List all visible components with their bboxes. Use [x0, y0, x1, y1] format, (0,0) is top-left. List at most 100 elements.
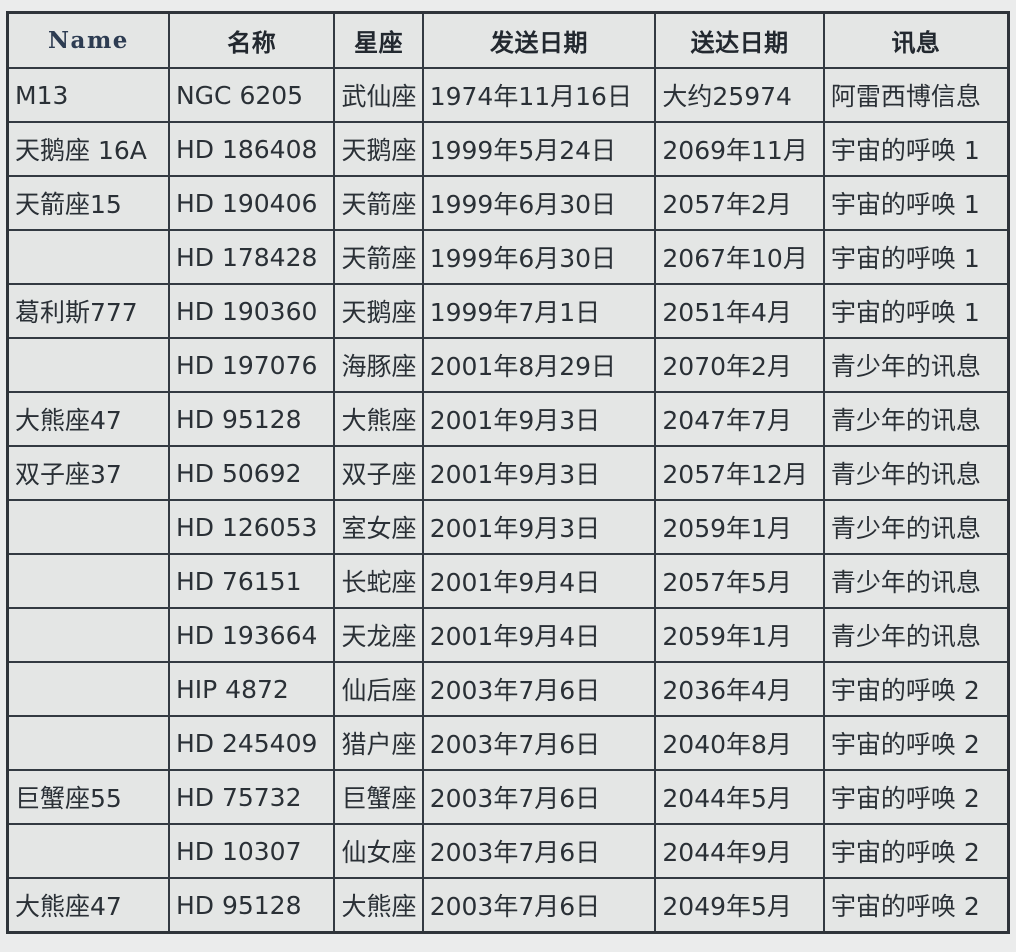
- cell-sent-date: 1999年6月30日: [421, 175, 657, 231]
- cell-designation: NGC 6205: [167, 67, 336, 123]
- cell-name: 天箭座15: [6, 175, 170, 231]
- cell-constellation: 海豚座: [333, 337, 424, 393]
- table-row: HD 76151 长蛇座 2001年9月4日 2057年5月 青少年的讯息: [6, 553, 1010, 609]
- cell-name: 葛利斯777: [6, 283, 170, 339]
- cell-constellation: 巨蟹座: [333, 769, 424, 825]
- cell-message: 宇宙的呼唤 2: [822, 769, 1010, 825]
- cell-arrival-date: 2067年10月: [654, 229, 825, 285]
- cell-name: [6, 661, 170, 717]
- cell-constellation: 仙女座: [333, 823, 424, 879]
- cell-constellation: 双子座: [333, 445, 424, 501]
- cell-name: 双子座37: [6, 445, 170, 501]
- cell-message: 青少年的讯息: [822, 445, 1010, 501]
- table-header: Name 名称 星座 发送日期 送达日期 讯息: [6, 11, 1010, 69]
- cell-sent-date: 2003年7月6日: [421, 661, 657, 717]
- cell-sent-date: 2003年7月6日: [421, 823, 657, 879]
- cell-sent-date: 2001年9月4日: [421, 553, 657, 609]
- cell-message: 青少年的讯息: [822, 607, 1010, 663]
- cell-constellation: 长蛇座: [333, 553, 424, 609]
- cell-designation: HD 50692: [167, 445, 336, 501]
- cell-sent-date: 1974年11月16日: [421, 67, 657, 123]
- cell-arrival-date: 大约25974: [654, 67, 825, 123]
- cell-arrival-date: 2059年1月: [654, 607, 825, 663]
- cell-message: 宇宙的呼唤 2: [822, 715, 1010, 771]
- cell-message: 青少年的讯息: [822, 553, 1010, 609]
- table-row: 大熊座47 HD 95128 大熊座 2003年7月6日 2049年5月 宇宙的…: [6, 877, 1010, 934]
- cell-designation: HD 197076: [167, 337, 336, 393]
- column-header-arrival-date: 送达日期: [654, 11, 825, 69]
- cell-message: 宇宙的呼唤 1: [822, 175, 1010, 231]
- table-header-row: Name 名称 星座 发送日期 送达日期 讯息: [6, 11, 1010, 69]
- cell-constellation: 大熊座: [333, 877, 424, 934]
- column-header-message: 讯息: [822, 11, 1010, 69]
- cell-arrival-date: 2044年5月: [654, 769, 825, 825]
- cell-name: [6, 607, 170, 663]
- cell-message: 青少年的讯息: [822, 337, 1010, 393]
- table-row: HD 197076 海豚座 2001年8月29日 2070年2月 青少年的讯息: [6, 337, 1010, 393]
- cell-designation: HIP 4872: [167, 661, 336, 717]
- cell-designation: HD 75732: [167, 769, 336, 825]
- cell-arrival-date: 2040年8月: [654, 715, 825, 771]
- table-row: 双子座37 HD 50692 双子座 2001年9月3日 2057年12月 青少…: [6, 445, 1010, 501]
- cell-designation: HD 186408: [167, 121, 336, 177]
- cell-arrival-date: 2057年2月: [654, 175, 825, 231]
- table-row: 天鹅座 16A HD 186408 天鹅座 1999年5月24日 2069年11…: [6, 121, 1010, 177]
- table-row: 巨蟹座55 HD 75732 巨蟹座 2003年7月6日 2044年5月 宇宙的…: [6, 769, 1010, 825]
- cell-designation: HD 10307: [167, 823, 336, 879]
- cell-designation: HD 190406: [167, 175, 336, 231]
- cell-designation: HD 126053: [167, 499, 336, 555]
- cell-sent-date: 1999年6月30日: [421, 229, 657, 285]
- interstellar-message-table-container: Name 名称 星座 发送日期 送达日期 讯息 M13 NGC 6205 武仙座…: [6, 11, 1010, 934]
- cell-sent-date: 1999年5月24日: [421, 121, 657, 177]
- cell-arrival-date: 2036年4月: [654, 661, 825, 717]
- cell-name: [6, 499, 170, 555]
- table-row: HIP 4872 仙后座 2003年7月6日 2036年4月 宇宙的呼唤 2: [6, 661, 1010, 717]
- cell-constellation: 天龙座: [333, 607, 424, 663]
- cell-arrival-date: 2057年5月: [654, 553, 825, 609]
- cell-arrival-date: 2044年9月: [654, 823, 825, 879]
- cell-sent-date: 2001年8月29日: [421, 337, 657, 393]
- cell-constellation: 大熊座: [333, 391, 424, 447]
- cell-name: M13: [6, 67, 170, 123]
- cell-sent-date: 2001年9月3日: [421, 391, 657, 447]
- cell-sent-date: 2003年7月6日: [421, 769, 657, 825]
- cell-designation: HD 193664: [167, 607, 336, 663]
- column-header-constellation: 星座: [333, 11, 424, 69]
- cell-constellation: 仙后座: [333, 661, 424, 717]
- cell-message: 青少年的讯息: [822, 499, 1010, 555]
- cell-message: 宇宙的呼唤 2: [822, 661, 1010, 717]
- cell-name: [6, 553, 170, 609]
- table-row: 天箭座15 HD 190406 天箭座 1999年6月30日 2057年2月 宇…: [6, 175, 1010, 231]
- cell-message: 宇宙的呼唤 1: [822, 229, 1010, 285]
- cell-arrival-date: 2051年4月: [654, 283, 825, 339]
- table-row: HD 10307 仙女座 2003年7月6日 2044年9月 宇宙的呼唤 2: [6, 823, 1010, 879]
- cell-arrival-date: 2049年5月: [654, 877, 825, 934]
- cell-constellation: 天鹅座: [333, 283, 424, 339]
- cell-name: [6, 337, 170, 393]
- cell-message: 宇宙的呼唤 1: [822, 121, 1010, 177]
- cell-designation: HD 95128: [167, 391, 336, 447]
- cell-sent-date: 1999年7月1日: [421, 283, 657, 339]
- column-header-designation: 名称: [167, 11, 336, 69]
- column-header-sent-date: 发送日期: [421, 11, 657, 69]
- cell-designation: HD 245409: [167, 715, 336, 771]
- cell-designation: HD 178428: [167, 229, 336, 285]
- table-row: M13 NGC 6205 武仙座 1974年11月16日 大约25974 阿雷西…: [6, 67, 1010, 123]
- cell-name: [6, 715, 170, 771]
- table-row: 大熊座47 HD 95128 大熊座 2001年9月3日 2047年7月 青少年…: [6, 391, 1010, 447]
- cell-sent-date: 2003年7月6日: [421, 877, 657, 934]
- cell-name: [6, 823, 170, 879]
- cell-constellation: 天鹅座: [333, 121, 424, 177]
- cell-constellation: 猎户座: [333, 715, 424, 771]
- table-row: 葛利斯777 HD 190360 天鹅座 1999年7月1日 2051年4月 宇…: [6, 283, 1010, 339]
- cell-message: 阿雷西博信息: [822, 67, 1010, 123]
- cell-message: 宇宙的呼唤 2: [822, 823, 1010, 879]
- cell-constellation: 武仙座: [333, 67, 424, 123]
- cell-constellation: 天箭座: [333, 229, 424, 285]
- cell-sent-date: 2001年9月3日: [421, 499, 657, 555]
- cell-arrival-date: 2057年12月: [654, 445, 825, 501]
- cell-sent-date: 2001年9月4日: [421, 607, 657, 663]
- cell-designation: HD 190360: [167, 283, 336, 339]
- cell-arrival-date: 2070年2月: [654, 337, 825, 393]
- cell-name: 大熊座47: [6, 877, 170, 934]
